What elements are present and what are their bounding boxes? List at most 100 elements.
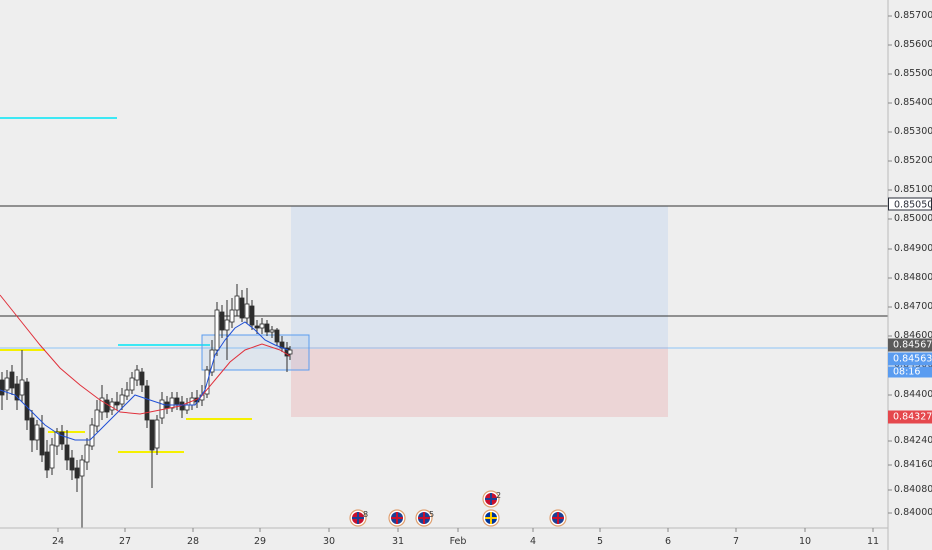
candle-body-down xyxy=(249,305,255,326)
candle-body-up xyxy=(34,424,40,441)
candle xyxy=(139,368,145,392)
target-price-tag: 0.85050 xyxy=(888,197,932,211)
candle xyxy=(69,450,75,480)
candle xyxy=(149,419,155,488)
candle-body-up xyxy=(229,309,235,323)
us-uk-flag-icon[interactable]: 8 xyxy=(349,509,368,527)
profit-zone[interactable] xyxy=(291,206,668,347)
candle-body-down xyxy=(114,401,120,406)
candle xyxy=(34,420,40,450)
candle-body-up xyxy=(259,323,265,329)
price-tick-label: 0.85000 xyxy=(894,213,932,224)
candle-body-up xyxy=(89,424,95,447)
candle-body-up xyxy=(124,389,130,397)
candle xyxy=(84,438,90,470)
candle xyxy=(244,288,250,324)
date-tick-label: 24 xyxy=(51,536,65,547)
candle xyxy=(114,392,120,410)
date-tick-label: 28 xyxy=(186,536,200,547)
uk-flag-icon[interactable] xyxy=(549,509,567,527)
candle-body-up xyxy=(119,394,125,405)
price-tick-label: 0.85400 xyxy=(894,97,932,108)
candle-body-up xyxy=(209,349,215,373)
candle-body-down xyxy=(149,419,155,451)
candle-body-down xyxy=(44,451,50,471)
candle xyxy=(39,415,45,462)
event-count: 8 xyxy=(363,510,368,519)
date-tick-label: 10 xyxy=(798,536,812,547)
date-tick-label: 5 xyxy=(596,536,604,547)
candle xyxy=(59,425,65,450)
candle xyxy=(99,385,105,420)
candle-body-down xyxy=(264,323,270,333)
candle xyxy=(119,388,125,410)
candle xyxy=(24,378,30,430)
slow-moving-average xyxy=(0,294,291,415)
uk-flag-icon[interactable] xyxy=(388,509,406,527)
candle-body-up xyxy=(49,444,55,469)
candle xyxy=(29,410,35,452)
candle-body-up xyxy=(184,404,190,411)
candle xyxy=(94,400,100,432)
date-tick-label: Feb xyxy=(449,536,467,547)
price-tick-label: 0.84400 xyxy=(894,389,932,400)
candle-body-up xyxy=(99,397,105,413)
bar-countdown-tag: 08:16 xyxy=(888,366,932,378)
candle-body-up xyxy=(4,377,10,391)
candle xyxy=(124,382,130,400)
event-markers[interactable]: 8 5 2 xyxy=(349,490,567,527)
uk-flag-icon[interactable]: 5 xyxy=(415,509,434,527)
price-tick-label: 0.84900 xyxy=(894,243,932,254)
price-tick-label: 0.84080 xyxy=(894,484,932,495)
candle-body-down xyxy=(24,381,30,421)
candle-body-down xyxy=(174,397,180,405)
candle xyxy=(129,372,135,394)
candle xyxy=(44,440,50,478)
candle-body-up xyxy=(169,397,175,409)
price-tick-label: 0.84160 xyxy=(894,459,932,470)
candle xyxy=(249,300,255,330)
candle xyxy=(144,380,150,428)
date-tick-label: 31 xyxy=(391,536,405,547)
price-tick-label: 0.84700 xyxy=(894,301,932,312)
loss-zone[interactable] xyxy=(291,347,668,417)
candle xyxy=(14,376,20,410)
date-tick-label: 11 xyxy=(866,536,880,547)
candle xyxy=(4,370,10,400)
candle-body-down xyxy=(39,427,45,456)
candle-body-up xyxy=(94,409,100,427)
candle xyxy=(229,298,235,328)
fast-moving-average xyxy=(0,321,289,441)
price-tick-label: 0.85700 xyxy=(894,10,932,21)
price-tick-label: 0.85600 xyxy=(894,39,932,50)
candle-body-up xyxy=(234,295,240,311)
candle-body-down xyxy=(219,311,225,331)
candle-body-down xyxy=(74,467,80,479)
candle-body-up xyxy=(244,303,250,319)
candle xyxy=(214,302,220,356)
candle-body-up xyxy=(287,349,293,355)
candle-body-up xyxy=(129,377,135,391)
candle xyxy=(9,365,15,395)
candle-body-up xyxy=(224,319,230,331)
eu-flag-icon[interactable] xyxy=(482,509,500,527)
candle-body-up xyxy=(19,379,25,396)
candle xyxy=(49,438,55,475)
price-tick-label: 0.84240 xyxy=(894,435,932,446)
candle-body-down xyxy=(14,383,20,401)
candle-body-down xyxy=(274,329,280,343)
event-count: 5 xyxy=(429,510,434,519)
price-tick-label: 0.85100 xyxy=(894,184,932,195)
candle xyxy=(79,455,85,528)
candle xyxy=(287,346,293,360)
candle-body-up xyxy=(84,444,90,463)
date-tick-label: 30 xyxy=(322,536,336,547)
candle-body-up xyxy=(154,419,160,449)
candle xyxy=(134,365,140,386)
date-tick-label: 4 xyxy=(529,536,537,547)
candle xyxy=(154,415,160,455)
us-uk-flag-icon[interactable]: 2 xyxy=(482,490,501,508)
candle xyxy=(19,350,25,402)
price-tick-label: 0.84800 xyxy=(894,272,932,283)
